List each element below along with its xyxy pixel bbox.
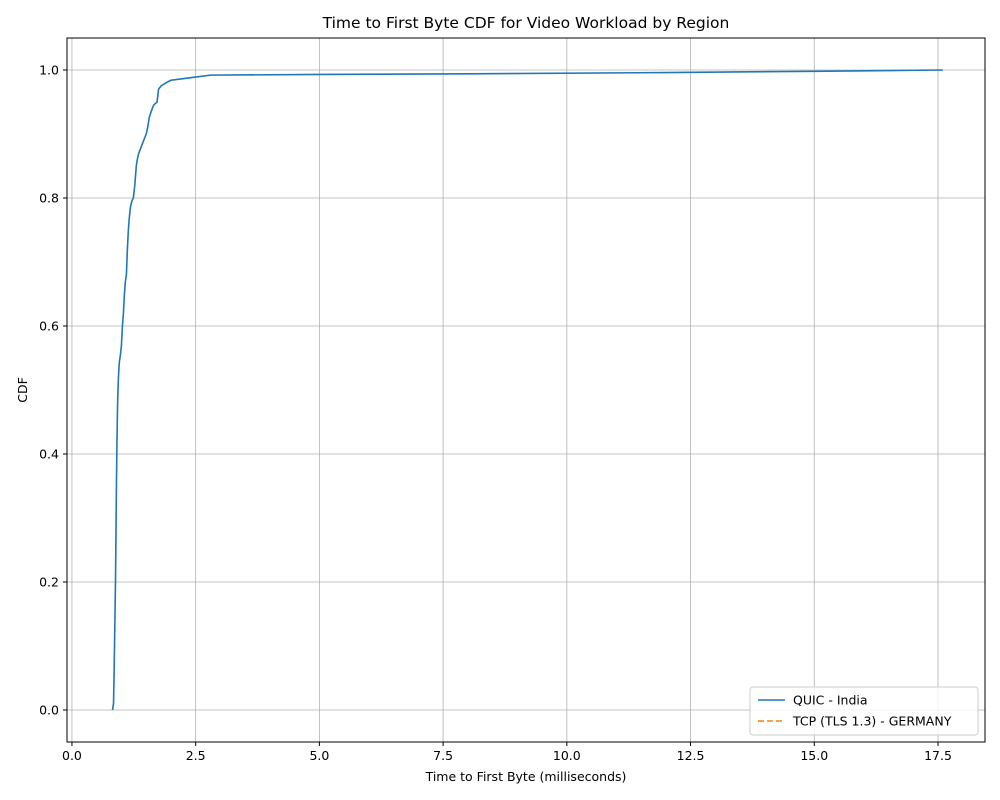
legend-box (749, 686, 979, 736)
x-tick-label: 10.0 (553, 748, 581, 763)
y-tick-label: 1.0 (39, 63, 59, 78)
y-tick-label: 0.6 (39, 319, 59, 334)
x-axis-label: Time to First Byte (milliseconds) (425, 769, 627, 784)
legend-label: QUIC - India (793, 693, 868, 708)
chart-title: Time to First Byte CDF for Video Workloa… (322, 14, 730, 32)
x-tick-label: 12.5 (677, 748, 705, 763)
legend: QUIC - India TCP (TLS 1.3) - GERMANY (749, 686, 979, 736)
plot-frame (66, 37, 986, 743)
y-tick-label: 0.2 (39, 575, 59, 590)
y-tick-label: 0.0 (39, 703, 59, 718)
series-line-0 (111, 69, 943, 711)
x-tick-label: 0.0 (62, 748, 82, 763)
x-tick-label: 17.5 (924, 748, 952, 763)
x-tick-label: 15.0 (800, 748, 828, 763)
x-tick-label: 5.0 (309, 748, 329, 763)
series-layer (111, 69, 943, 711)
y-tick-label: 0.8 (39, 191, 59, 206)
x-tick-label: 2.5 (186, 748, 206, 763)
y-tick-label: 0.4 (39, 447, 59, 462)
x-tick-label: 7.5 (433, 748, 453, 763)
legend-label: TCP (TLS 1.3) - GERMANY (792, 714, 952, 729)
x-axis-ticks: 0.0 2.5 5.0 7.5 10.0 12.5 15.0 17.5 (62, 742, 952, 763)
y-axis-label: CDF (15, 377, 30, 403)
y-axis-ticks: 0.0 0.2 0.4 0.6 0.8 1.0 (39, 63, 67, 718)
grid-lines (67, 38, 985, 742)
